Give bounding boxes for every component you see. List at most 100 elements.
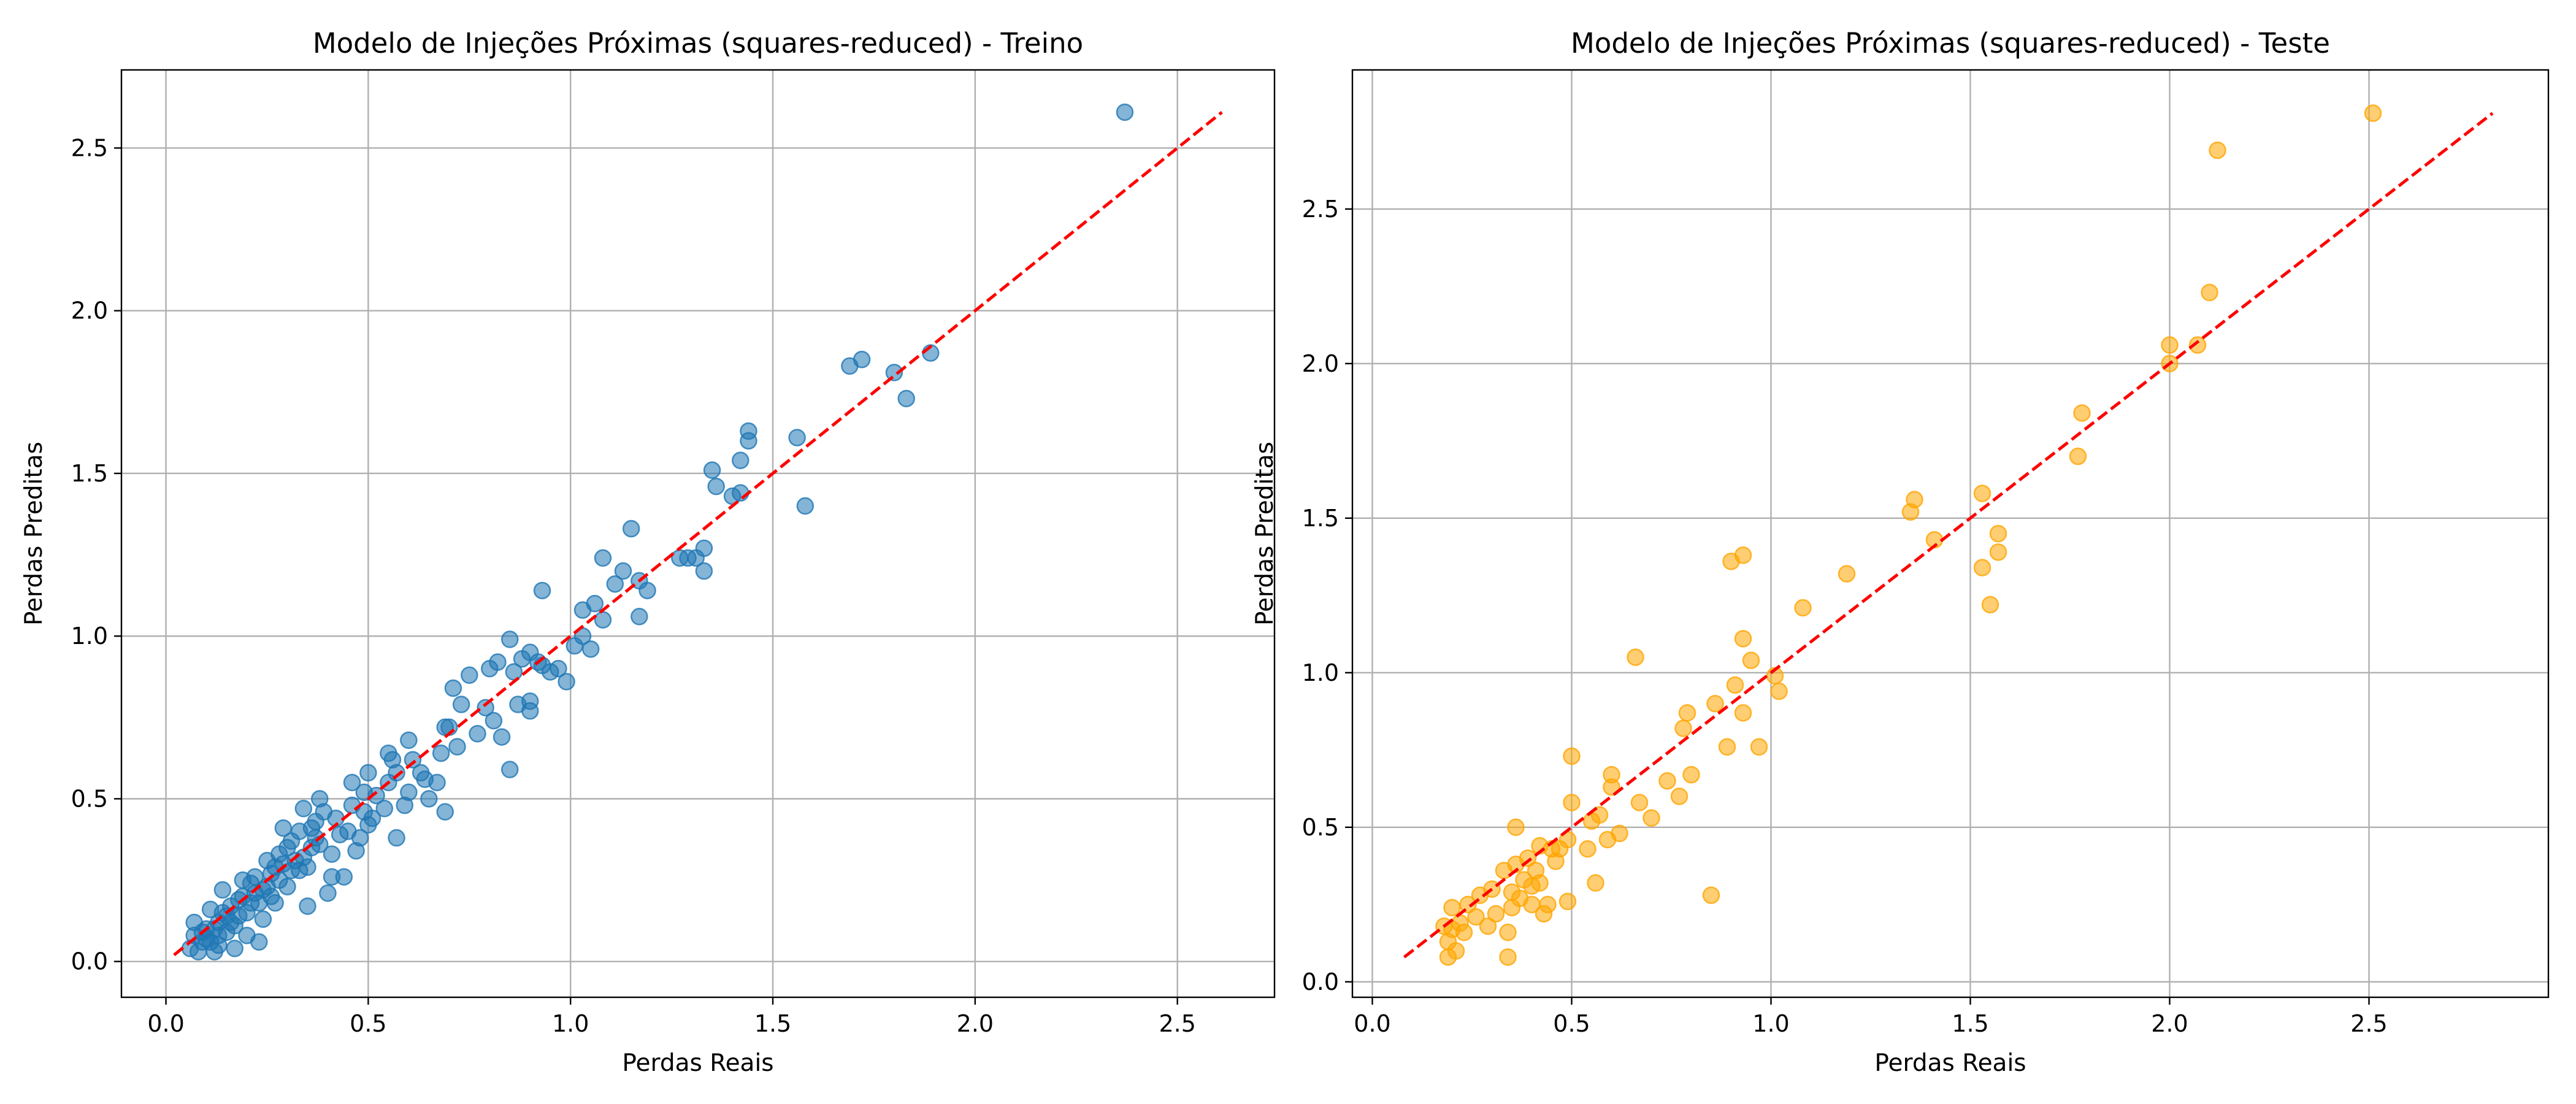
scatter-point	[359, 764, 377, 782]
scatter-point	[388, 829, 405, 847]
scatter-point	[493, 728, 511, 746]
scatter-point	[347, 842, 365, 860]
scatter-point	[436, 803, 454, 821]
scatter-point	[707, 477, 725, 496]
train-scatter-panel: 0.0 0.5 1.0 1.5 2.0 2.5 0.0 0.5 1.0 1.5 2.0 2.5 Mode…	[20, 27, 1276, 1077]
scatter-point	[1670, 788, 1689, 805]
scatter-point	[1718, 738, 1736, 756]
y-tick-label: 2.5	[1302, 196, 1339, 223]
scatter-point	[1770, 682, 1788, 700]
scatter-points	[181, 103, 1134, 960]
reference-line	[1403, 112, 2494, 959]
scatter-point	[420, 790, 438, 808]
scatter-point	[213, 881, 232, 899]
scatter-point	[238, 903, 256, 922]
scatter-point	[501, 761, 519, 778]
x-tick-label: 1.0	[552, 1010, 589, 1037]
scatter-point	[1511, 889, 1529, 907]
chart-title: Modelo de Injeções Próximas (squares-red…	[1571, 27, 2330, 59]
scatter-point	[1587, 874, 1604, 892]
scatter-point	[485, 711, 503, 730]
scatter-point	[594, 611, 612, 629]
scatter-point	[1702, 886, 1720, 904]
scatter-point	[1742, 651, 1760, 669]
scatter-point	[1443, 899, 1461, 917]
scatter-point	[230, 891, 248, 909]
scatter-point	[509, 696, 527, 713]
plot-frame	[1351, 69, 2550, 999]
scatter-point	[897, 389, 915, 408]
x-axis-label: Perdas Reais	[1874, 1049, 2026, 1077]
scatter-point	[481, 659, 499, 678]
scatter-point	[307, 829, 324, 847]
scatter-point	[594, 549, 612, 567]
chart-title: Modelo de Injeções Próximas (squares-red…	[313, 27, 1083, 59]
x-tick-label: 0.0	[147, 1010, 184, 1037]
x-tick-label: 1.0	[1752, 1010, 1789, 1037]
scatter-point	[2209, 141, 2226, 159]
scatter-point	[226, 917, 243, 935]
scatter-point	[1643, 809, 1660, 827]
scatter-points	[1435, 104, 2382, 966]
scatter-point	[2069, 447, 2087, 466]
scatter-point	[323, 845, 341, 863]
scatter-point	[1674, 719, 1692, 737]
y-tick-label: 0.0	[1302, 968, 1339, 995]
scatter-point	[533, 581, 551, 600]
scatter-point	[278, 838, 296, 857]
scatter-point	[732, 451, 749, 469]
scatter-point	[274, 819, 293, 837]
x-tick-label: 0.0	[1354, 1010, 1390, 1037]
scatter-point	[1630, 794, 1649, 811]
scatter-point	[1507, 818, 1525, 837]
scatter-point	[1838, 565, 1856, 583]
scatter-point	[1682, 765, 1700, 784]
scatter-point	[262, 887, 280, 905]
scatter-point	[210, 926, 228, 945]
y-tick-label: 2.0	[71, 297, 108, 324]
y-tick-label: 0.5	[71, 785, 108, 812]
x-tick-label: 0.5	[350, 1010, 386, 1037]
scatter-point	[452, 696, 470, 713]
scatter-point	[343, 796, 361, 815]
scatter-point	[695, 562, 713, 580]
scatter-point	[1734, 704, 1752, 722]
scatter-point	[1973, 559, 1991, 577]
scatter-point	[380, 744, 397, 762]
scatter-point	[1658, 772, 1676, 790]
scatter-point	[2161, 336, 2179, 354]
scatter-point	[396, 796, 414, 815]
scatter-point	[1479, 917, 1497, 935]
scatter-point	[565, 637, 584, 655]
scatter-point	[573, 601, 592, 619]
scatter-point	[1901, 503, 1920, 521]
scatter-point	[375, 800, 394, 818]
y-tick-label: 1.0	[1302, 659, 1339, 686]
scatter-point	[404, 751, 422, 769]
scatter-point	[477, 699, 494, 717]
scatter-point	[1487, 905, 1505, 923]
y-tick-label: 0.5	[1302, 814, 1339, 841]
scatter-point	[400, 731, 418, 749]
scatter-point	[238, 926, 256, 945]
y-tick-label: 1.5	[1302, 505, 1339, 532]
scatter-point	[671, 549, 689, 567]
scatter-point	[740, 432, 757, 450]
test-scatter-panel: 0.0 0.5 1.0 1.5 2.0 2.5 0.0 0.5 1.0 1.5 2.0 2.5 Mode…	[1251, 27, 2550, 1077]
scatter-point	[501, 631, 519, 648]
scatter-point	[1499, 948, 1517, 966]
scatter-point	[1706, 694, 1724, 713]
scatter-point	[294, 800, 313, 818]
scatter-point	[1563, 794, 1581, 811]
x-tick-label: 2.0	[2151, 1010, 2188, 1037]
scatter-point	[299, 897, 316, 915]
scatter-point	[1989, 543, 2007, 561]
x-tick-label: 2.5	[1159, 1010, 1195, 1037]
scatter-point	[331, 826, 349, 843]
x-tick-label: 2.0	[957, 1010, 994, 1037]
scatter-point	[1547, 852, 1565, 870]
y-axis-label: Perdas Preditas	[20, 442, 48, 626]
scatter-point	[1603, 778, 1620, 796]
scatter-point	[614, 562, 632, 580]
